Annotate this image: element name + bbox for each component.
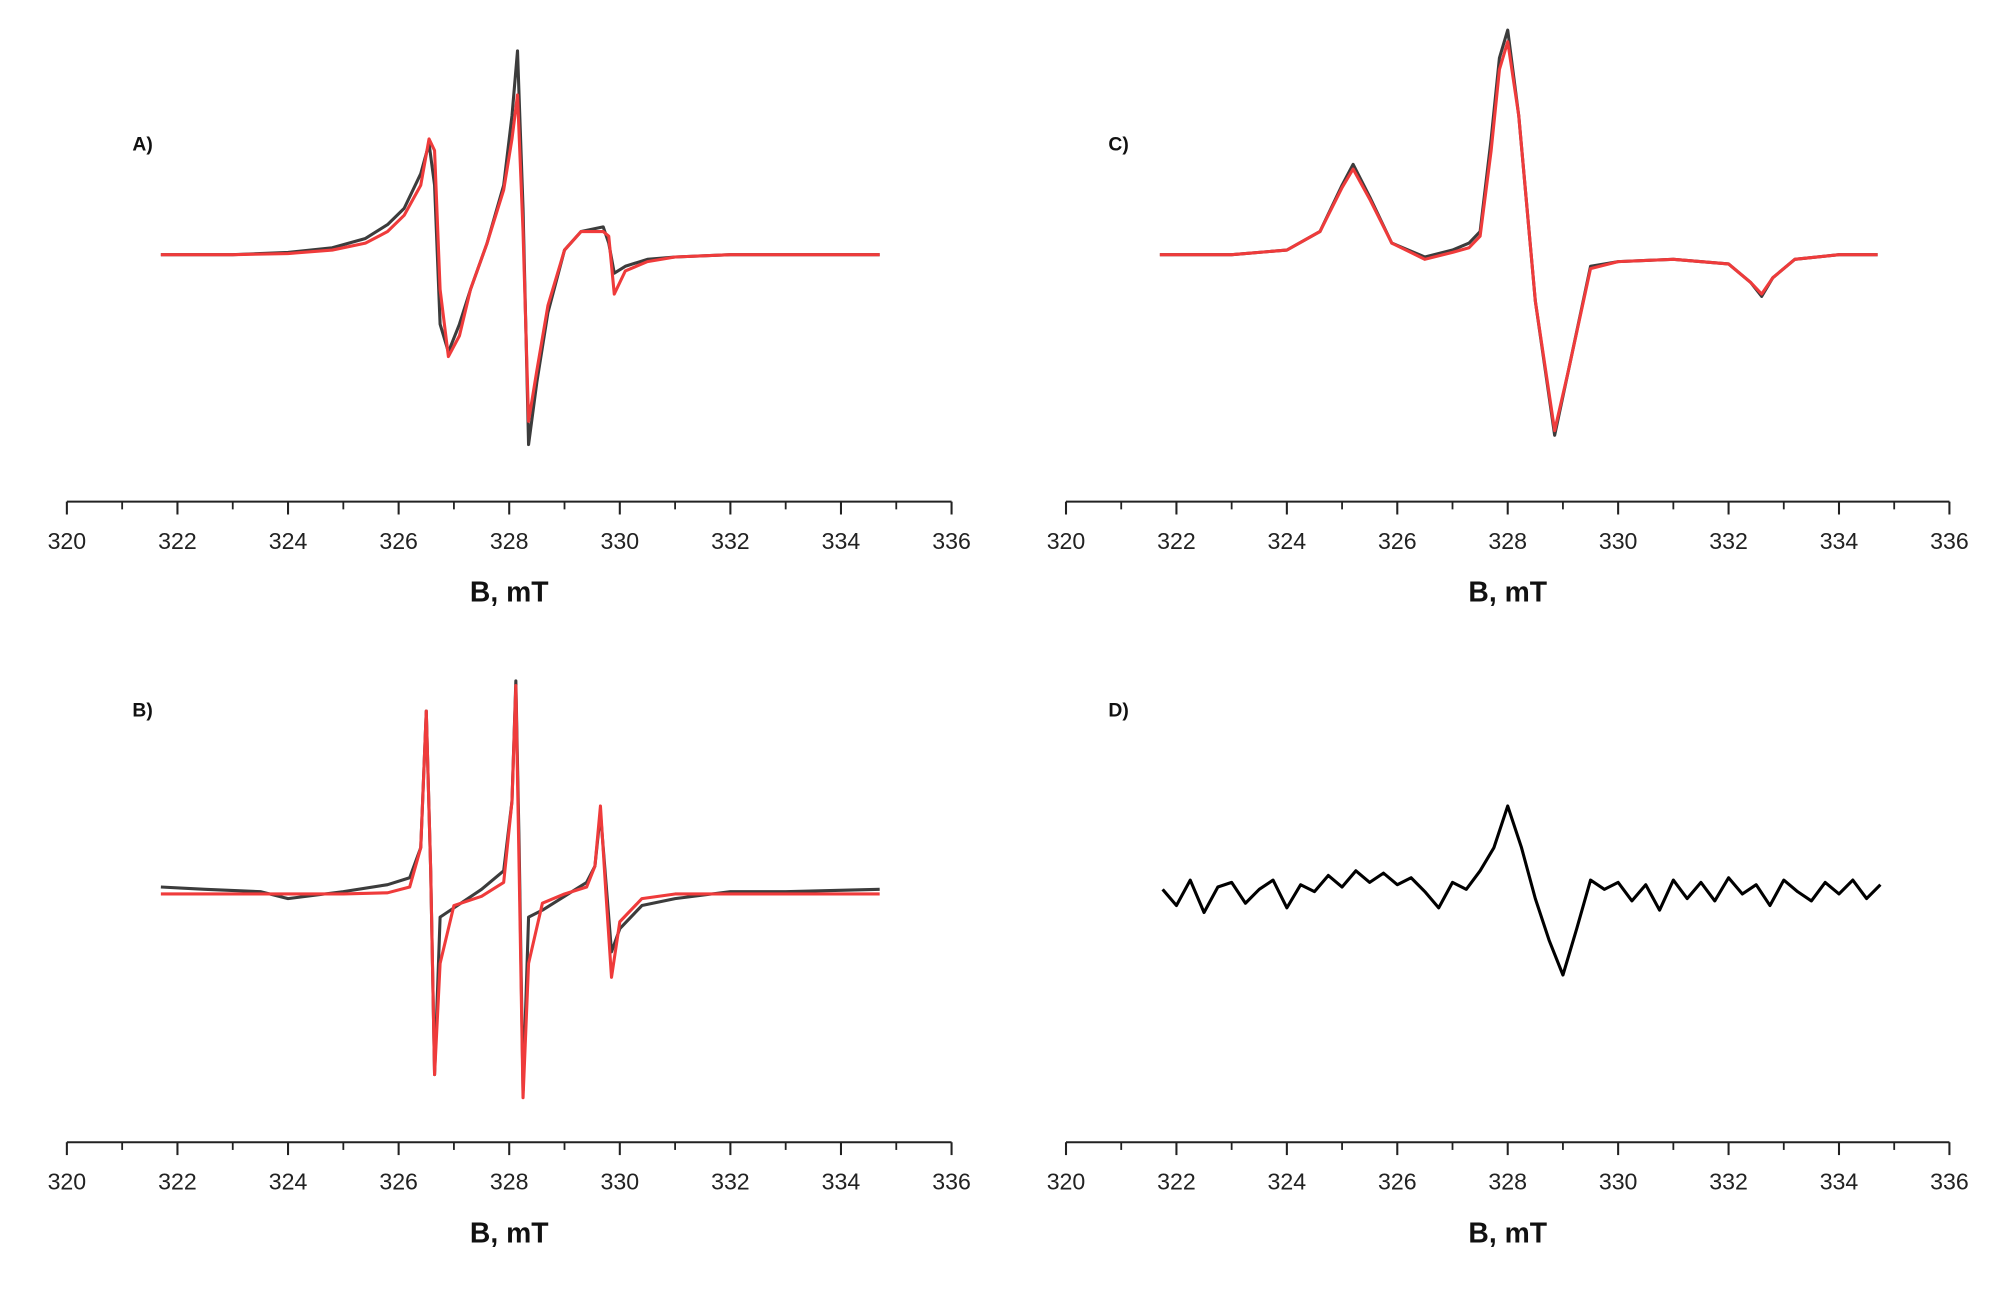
x-tick-label: 336	[1930, 1168, 1969, 1194]
x-tick-label: 330	[601, 528, 640, 554]
x-tick-label: 328	[1488, 1168, 1527, 1194]
x-tick-label: 326	[1378, 528, 1417, 554]
x-axis-title: B, mT	[1468, 1216, 1547, 1248]
x-tick-label: 330	[601, 1168, 640, 1194]
x-tick-label: 324	[269, 1168, 308, 1194]
panel-label: C)	[1108, 134, 1128, 155]
x-tick-label: 322	[158, 1168, 197, 1194]
panel-label: D)	[1108, 700, 1128, 721]
x-tick-label: 328	[490, 1168, 529, 1194]
panel-label: A)	[132, 134, 152, 155]
x-tick-label: 330	[1599, 1168, 1638, 1194]
spectrum-line	[1159, 28, 1878, 437]
x-tick-label: 322	[1157, 1168, 1196, 1194]
x-tick-label: 320	[48, 528, 87, 554]
x-tick-label: 324	[1268, 1168, 1307, 1194]
x-tick-label: 334	[822, 1168, 861, 1194]
x-axis-title: B, mT	[470, 576, 549, 608]
panel: A) 320 322 324 326 328 330 332 334 336 B, mT	[48, 49, 971, 608]
x-tick-label: 332	[1709, 528, 1748, 554]
x-axis-title: B, mT	[470, 1216, 549, 1248]
x-tick-label: 336	[932, 1168, 971, 1194]
spectrum-line	[1161, 804, 1882, 977]
x-tick-label: 332	[711, 1168, 750, 1194]
panel: C) 320 322 324 326 328 330 332 334 336 B, mT	[1047, 28, 1969, 608]
x-tick-label: 328	[1488, 528, 1527, 554]
panel: D) 320 322 324 326 328 330 332 334 336 B, mT	[1047, 700, 1969, 1248]
x-tick-label: 334	[822, 528, 861, 554]
x-tick-label: 334	[1820, 528, 1859, 554]
x-tick-label: 320	[1047, 1168, 1086, 1194]
x-tick-label: 332	[711, 528, 750, 554]
x-tick-label: 320	[48, 1168, 87, 1194]
spectrum-line	[1159, 40, 1878, 433]
x-tick-label: 336	[932, 528, 971, 554]
x-tick-label: 336	[1930, 528, 1969, 554]
x-tick-label: 322	[158, 528, 197, 554]
panel: B) 320 322 324 326 328 330 332 334 336 B, mT	[48, 679, 971, 1248]
x-tick-label: 330	[1599, 528, 1638, 554]
x-tick-label: 326	[379, 528, 418, 554]
x-tick-label: 326	[379, 1168, 418, 1194]
x-axis-title: B, mT	[1468, 576, 1547, 608]
x-tick-label: 326	[1378, 1168, 1417, 1194]
x-tick-label: 332	[1709, 1168, 1748, 1194]
x-tick-label: 328	[490, 528, 529, 554]
panel-label: B)	[132, 700, 152, 721]
x-tick-label: 324	[269, 528, 308, 554]
x-tick-label: 320	[1047, 528, 1086, 554]
x-tick-label: 324	[1268, 528, 1307, 554]
x-tick-label: 334	[1820, 1168, 1859, 1194]
spectrum-line	[160, 93, 880, 423]
x-tick-label: 322	[1157, 528, 1196, 554]
spectrum-line	[160, 49, 880, 447]
spectrum-line	[160, 684, 880, 1100]
